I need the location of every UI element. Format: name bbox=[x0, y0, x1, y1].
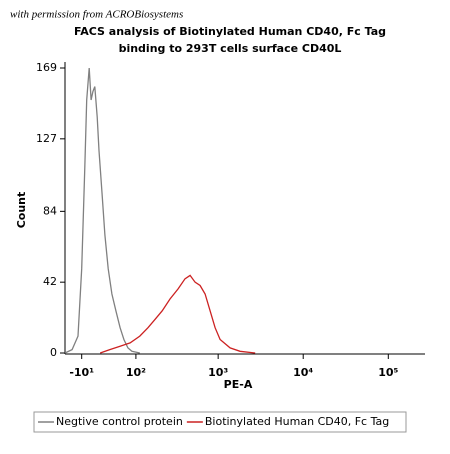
y-tick-label: 42 bbox=[43, 275, 57, 288]
x-axis-label: PE-A bbox=[224, 378, 253, 391]
x-tick-label: 10⁴ bbox=[293, 366, 313, 379]
watermark: with permission from ACROBiosystems bbox=[10, 9, 183, 21]
y-tick-label: 84 bbox=[43, 204, 57, 217]
series-line bbox=[64, 67, 140, 354]
legend-label: Negtive control protein bbox=[56, 415, 183, 428]
y-tick-label: 127 bbox=[36, 132, 57, 145]
y-tick-label: 169 bbox=[36, 61, 57, 74]
y-axis-label: Count bbox=[15, 192, 28, 229]
x-tick-label: 10³ bbox=[208, 366, 228, 379]
x-tick-label: 10⁵ bbox=[378, 366, 398, 379]
y-tick-label: 0 bbox=[50, 346, 57, 359]
chart-title: FACS analysis of Biotinylated Human CD40… bbox=[74, 25, 386, 38]
x-tick-label: -10¹ bbox=[69, 366, 94, 379]
x-tick-label: 10² bbox=[126, 366, 146, 379]
series-line bbox=[99, 274, 256, 354]
legend-box bbox=[33, 411, 407, 433]
chart-subtitle: binding to 293T cells surface CD40L bbox=[119, 42, 342, 55]
legend-label: Biotinylated Human CD40, Fc Tag bbox=[205, 415, 389, 428]
